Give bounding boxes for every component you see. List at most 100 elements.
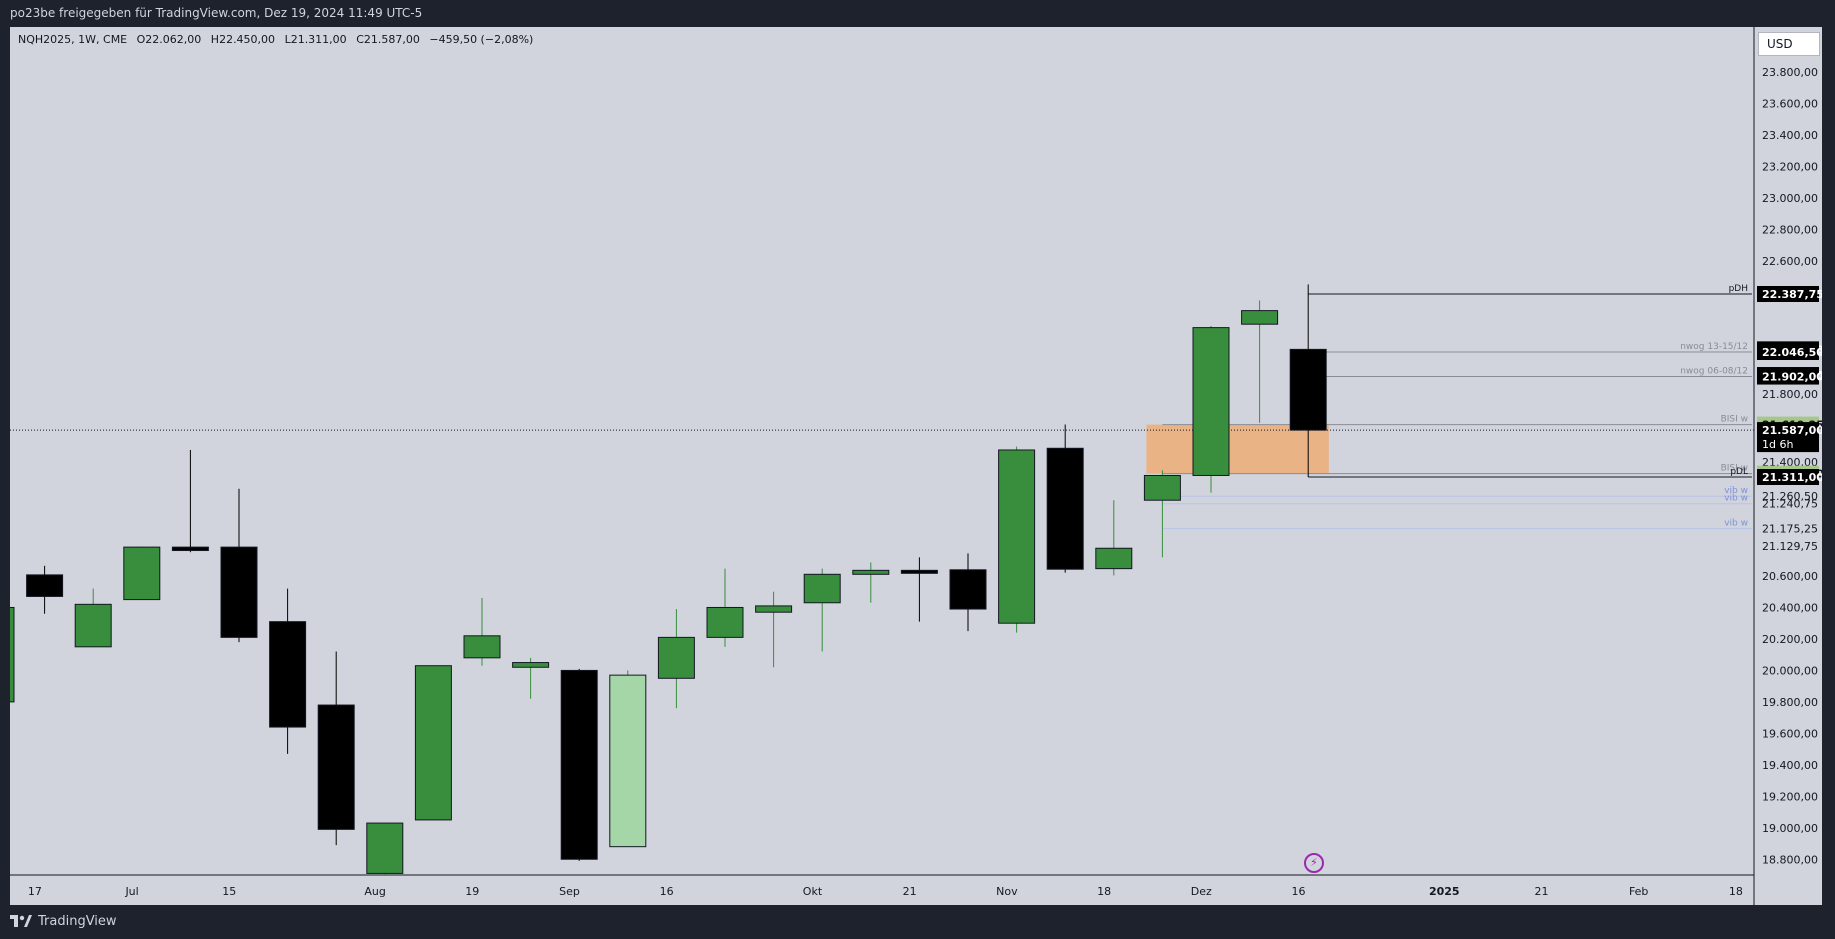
price-tag-label-0: 22.387,75 (1762, 288, 1822, 301)
brand-label: TradingView (38, 914, 117, 929)
y-tick-label-17: 19.800,00 (1762, 696, 1818, 709)
candle-body-26[interactable] (1241, 310, 1279, 325)
candle-body-13[interactable] (609, 674, 647, 848)
candle-body-22[interactable] (1046, 447, 1084, 570)
price-tag-label-8: 21.311,00 (1762, 471, 1822, 484)
candle-body-3[interactable] (123, 546, 161, 601)
candle-body-25[interactable] (1192, 327, 1230, 476)
y-tick-label-22: 18.800,00 (1762, 853, 1818, 866)
x-tick-label-5: Sep (559, 885, 580, 898)
y-tick-label-14: 20.400,00 (1762, 601, 1818, 614)
symbol-label[interactable]: NQH2025, 1W, CME (18, 33, 128, 46)
time-axis[interactable] (10, 875, 1754, 905)
close-value: C21.587,00 (356, 33, 420, 46)
level-label-4: BISI w (1721, 464, 1748, 474)
x-tick-label-0: 17 (28, 885, 42, 898)
x-tick-label-13: 2025 (1429, 885, 1460, 898)
y-tick-label-1: 23.600,00 (1762, 98, 1818, 111)
candle-body-10[interactable] (463, 635, 501, 659)
x-tick-label-2: 15 (222, 885, 236, 898)
candle-body-18[interactable] (852, 569, 890, 575)
price-tag-countdown-6: 1d 6h (1762, 438, 1793, 451)
tradingview-icon (10, 914, 32, 927)
candle-body-15[interactable] (706, 606, 744, 638)
bisi-zone (1146, 424, 1329, 474)
y-tick-label-10: 21.240,75 (1762, 498, 1818, 511)
candle-body-8[interactable] (366, 822, 404, 874)
price-tag-label-2: 22.046,50 (1762, 346, 1822, 359)
candle-body-17[interactable] (803, 573, 841, 604)
candle-body-2[interactable] (74, 603, 112, 648)
level-label-0: pDH (1729, 284, 1748, 294)
y-tick-label-9: 21.260,50 (1762, 490, 1818, 503)
x-tick-label-6: 16 (660, 885, 674, 898)
y-tick-label-0: 23.800,00 (1762, 66, 1818, 79)
high-value: H22.450,00 (210, 33, 276, 46)
candle-body-11[interactable] (512, 662, 550, 668)
candle-body-21[interactable] (998, 449, 1036, 624)
low-value: L21.311,00 (284, 33, 347, 46)
currency-button[interactable]: USD (1758, 32, 1820, 56)
level-label-6: vib w (1724, 486, 1748, 496)
y-tick-label-11: 21.175,25 (1762, 523, 1818, 536)
price-chart[interactable]: pDH nwog 13-15/12 nwog 06-08/12 BISI w BISI … (10, 27, 1822, 905)
y-tick-label-7: 21.800,00 (1762, 388, 1818, 401)
candle-body-12[interactable] (560, 669, 598, 860)
price-tag-4 (1757, 368, 1819, 385)
price-tag-label-4: 21.902,00 (1762, 371, 1822, 384)
x-tick-label-9: Nov (996, 885, 1018, 898)
ohlc-legend: NQH2025, 1W, CME O22.062,00 H22.450,00 L… (18, 33, 539, 46)
candle-body-27[interactable] (1289, 348, 1327, 431)
lightning-icon[interactable]: ⚡ (1304, 853, 1324, 873)
y-tick-label-6: 22.600,00 (1762, 255, 1818, 268)
plot-area[interactable] (10, 27, 1754, 875)
y-tick-label-19: 19.400,00 (1762, 759, 1818, 772)
price-tag-label-6: 21.587,00 (1762, 424, 1822, 437)
candle-body-6[interactable] (269, 621, 307, 728)
y-tick-label-21: 19.000,00 (1762, 822, 1818, 835)
y-tick-label-16: 20.000,00 (1762, 664, 1818, 677)
candle-body-0[interactable] (10, 606, 15, 703)
tradingview-logo[interactable]: TradingView (10, 914, 117, 929)
y-tick-label-4: 23.000,00 (1762, 192, 1818, 205)
candle-body-23[interactable] (1095, 547, 1133, 570)
price-tag-6 (1757, 422, 1819, 453)
x-tick-label-7: Okt (803, 885, 823, 898)
x-tick-label-14: 21 (1534, 885, 1548, 898)
level-label-2: nwog 06-08/12 (1680, 367, 1748, 377)
x-tick-label-4: 19 (465, 885, 479, 898)
x-tick-label-16: 18 (1729, 885, 1743, 898)
y-tick-label-20: 19.200,00 (1762, 790, 1818, 803)
candle-body-16[interactable] (755, 605, 793, 613)
y-tick-label-2: 23.400,00 (1762, 129, 1818, 142)
candle-body-14[interactable] (657, 636, 695, 679)
price-tag-8 (1757, 469, 1819, 485)
x-tick-label-12: 16 (1291, 885, 1305, 898)
open-value: O22.062,00 (136, 33, 202, 46)
share-header: po23be freigegeben für TradingView.com, … (0, 0, 1835, 27)
price-tag-2 (1757, 343, 1819, 360)
x-tick-label-15: Feb (1629, 885, 1648, 898)
footer-bar: TradingView (0, 905, 1835, 939)
candle-body-7[interactable] (317, 704, 355, 830)
y-tick-label-5: 22.800,00 (1762, 224, 1818, 237)
candle-body-5[interactable] (220, 546, 258, 638)
change-value: −459,50 (−2,08%) (429, 33, 534, 46)
candle-body-19[interactable] (900, 569, 938, 574)
x-tick-label-8: 21 (903, 885, 917, 898)
level-label-7: vib w (1724, 494, 1748, 504)
y-tick-label-3: 23.200,00 (1762, 161, 1818, 174)
y-tick-label-15: 20.200,00 (1762, 633, 1818, 646)
candle-body-24[interactable] (1143, 474, 1181, 501)
x-tick-label-3: Aug (364, 885, 385, 898)
candle-body-1[interactable] (26, 574, 64, 597)
level-label-5: pDL (1730, 467, 1748, 477)
x-tick-label-10: 18 (1097, 885, 1111, 898)
level-label-8: vib w (1724, 519, 1748, 529)
level-label-3: BISI w (1721, 415, 1748, 425)
candle-body-20[interactable] (949, 569, 987, 610)
candle-body-9[interactable] (414, 665, 452, 821)
candle-body-4[interactable] (171, 546, 209, 552)
y-tick-label-12: 21.129,75 (1762, 540, 1818, 553)
share-header-text: po23be freigegeben für TradingView.com, … (10, 6, 423, 20)
